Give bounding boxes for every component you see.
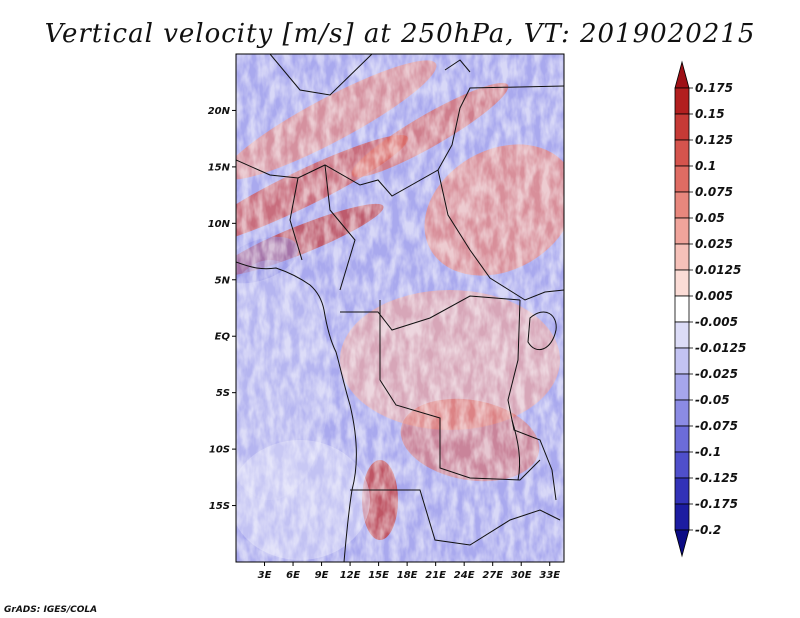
y-axis: 20N 15N 10N 5N EQ 5S 10S 15S xyxy=(208,106,236,512)
x-tick-label: 6E xyxy=(286,570,300,581)
colorbar-label: -0.05 xyxy=(695,393,730,407)
colorbar-label: 0.15 xyxy=(695,107,725,121)
y-tick-label: 5S xyxy=(216,388,230,399)
y-tick-label: 5N xyxy=(215,275,231,286)
colorbar-cap-top xyxy=(674,60,690,89)
x-tick-label: 3E xyxy=(258,570,272,581)
x-tick-label: 30E xyxy=(511,570,532,581)
colorbar-label: -0.075 xyxy=(695,419,738,433)
coastlines-borders xyxy=(236,54,564,562)
colorbar: 0.175 0.15 0.125 0.1 0.075 0.05 0.025 0.0125 0.0… xyxy=(674,60,746,558)
colorbar-label: -0.025 xyxy=(695,367,738,381)
colorbar-swatch xyxy=(674,347,690,375)
colorbar-swatch xyxy=(674,191,690,219)
colorbar-swatch xyxy=(674,113,690,141)
colorbar-swatch xyxy=(674,139,690,167)
colorbar-swatch xyxy=(674,165,690,193)
congo-border xyxy=(379,300,541,481)
central-border xyxy=(340,295,521,331)
sudan-border xyxy=(437,169,564,301)
y-tick-label: 10N xyxy=(208,219,231,230)
colorbar-label: 0.175 xyxy=(695,81,733,95)
colorbar-label: 0.1 xyxy=(695,159,716,173)
x-tick-label: 9E xyxy=(315,570,329,581)
y-tick-label: 10S xyxy=(209,445,230,456)
x-tick-label: 33E xyxy=(539,570,560,581)
colorbar-swatch xyxy=(674,399,690,427)
y-tick-label: 20N xyxy=(208,106,231,117)
colorbar-swatch xyxy=(674,243,690,271)
colorbar-label: -0.005 xyxy=(695,315,738,329)
colorbar-label: 0.075 xyxy=(695,185,733,199)
colorbar-label: 0.05 xyxy=(695,211,725,225)
colorbar-swatch xyxy=(674,477,690,505)
colorbar-swatch xyxy=(674,295,690,323)
colorbar-label: 0.005 xyxy=(695,289,733,303)
sahel-border xyxy=(236,85,564,197)
y-tick-label: 15N xyxy=(208,162,231,173)
colorbar-label: -0.2 xyxy=(695,523,721,537)
colorbar-swatch xyxy=(674,373,690,401)
x-tick-label: 15E xyxy=(368,570,389,581)
colorbar-label: -0.125 xyxy=(695,471,738,485)
southern-border xyxy=(350,489,561,546)
colorbar-swatch xyxy=(674,451,690,479)
colorbar-swatch xyxy=(674,87,690,115)
x-tick-label: 18E xyxy=(397,570,418,581)
colorbar-swatch xyxy=(674,503,690,531)
x-tick-label: 27E xyxy=(482,570,503,581)
colorbar-label: 0.025 xyxy=(695,237,733,251)
map-frame xyxy=(235,53,565,563)
west-africa-borders xyxy=(289,164,356,291)
x-tick-label: 21E xyxy=(425,570,446,581)
colorbar-label: -0.1 xyxy=(695,445,721,459)
x-axis: 3E 6E 9E 12E 15E 18E 21E 24E 27E 30E 33E xyxy=(258,562,560,581)
colorbar-cap-bottom xyxy=(674,529,690,558)
colorbar-swatch xyxy=(674,269,690,297)
colorbar-label: 0.0125 xyxy=(695,263,741,277)
north-border xyxy=(269,54,373,96)
map-plot-area xyxy=(236,54,564,562)
grads-credit: GrADS: IGES/COLA xyxy=(4,605,97,615)
colorbar-swatch xyxy=(674,321,690,349)
lake-tanganyika xyxy=(511,419,521,481)
colorbar-swatch xyxy=(674,425,690,453)
field-texture xyxy=(236,54,564,562)
x-tick-label: 24E xyxy=(454,570,475,581)
colorbar-label: -0.175 xyxy=(695,497,738,511)
y-tick-label: 15S xyxy=(209,501,230,512)
colorbar-label: 0.125 xyxy=(695,133,733,147)
west-coast xyxy=(236,261,357,562)
nile-feature xyxy=(444,59,471,73)
chart-title: Vertical velocity [m/s] at 250hPa, VT: 2… xyxy=(45,19,756,49)
colorbar-label: -0.0125 xyxy=(695,341,746,355)
colorbar-swatch xyxy=(674,217,690,245)
x-tick-label: 12E xyxy=(340,570,361,581)
lake-victoria xyxy=(527,311,557,351)
y-tick-label: EQ xyxy=(215,332,231,343)
lakes-border xyxy=(507,299,557,501)
